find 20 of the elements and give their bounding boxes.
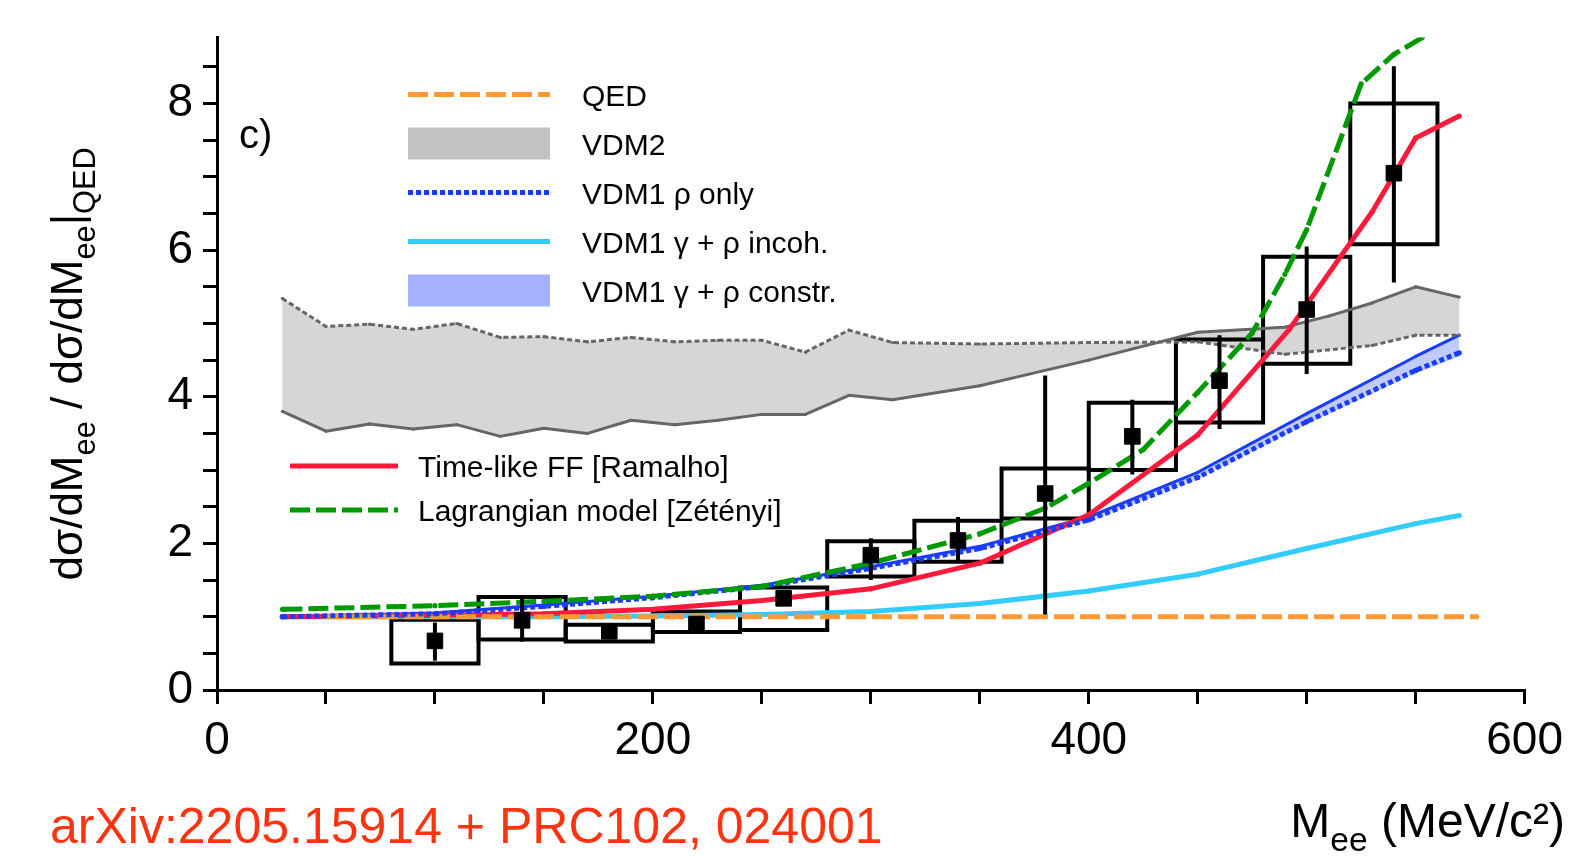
legend-label: VDM1 γ + ρ incoh. (582, 225, 829, 259)
text: arXiv:2205.15914 + PRC102, 024001 (50, 798, 883, 854)
x-tick-label: 0 (204, 712, 230, 765)
y-axis-title: dσ/dMee / dσ/dMee|QED (42, 147, 103, 581)
legend-label: VDM2 (582, 127, 666, 161)
x-tick-label: 200 (614, 712, 692, 765)
x-tick-label: 600 (1486, 712, 1563, 765)
legend-label: Time-like FF [Ramalho] (418, 450, 729, 483)
y-tick-label: 0 (167, 660, 193, 713)
annotation: c) (239, 111, 273, 156)
y-tick-label: 4 (167, 367, 193, 420)
legend-label: VDM1 γ + ρ constr. (582, 274, 837, 308)
legend-label: VDM1 ρ only (582, 176, 755, 210)
y-tick-label: 2 (167, 514, 193, 567)
legend-label: Lagrangian model [Zétényi] (418, 494, 782, 527)
y-tick-label: 8 (167, 74, 193, 127)
x-tick-label: 400 (1050, 712, 1128, 765)
legend-label: QED (582, 78, 648, 112)
point (775, 590, 792, 607)
y-tick-label: 6 (167, 220, 193, 273)
